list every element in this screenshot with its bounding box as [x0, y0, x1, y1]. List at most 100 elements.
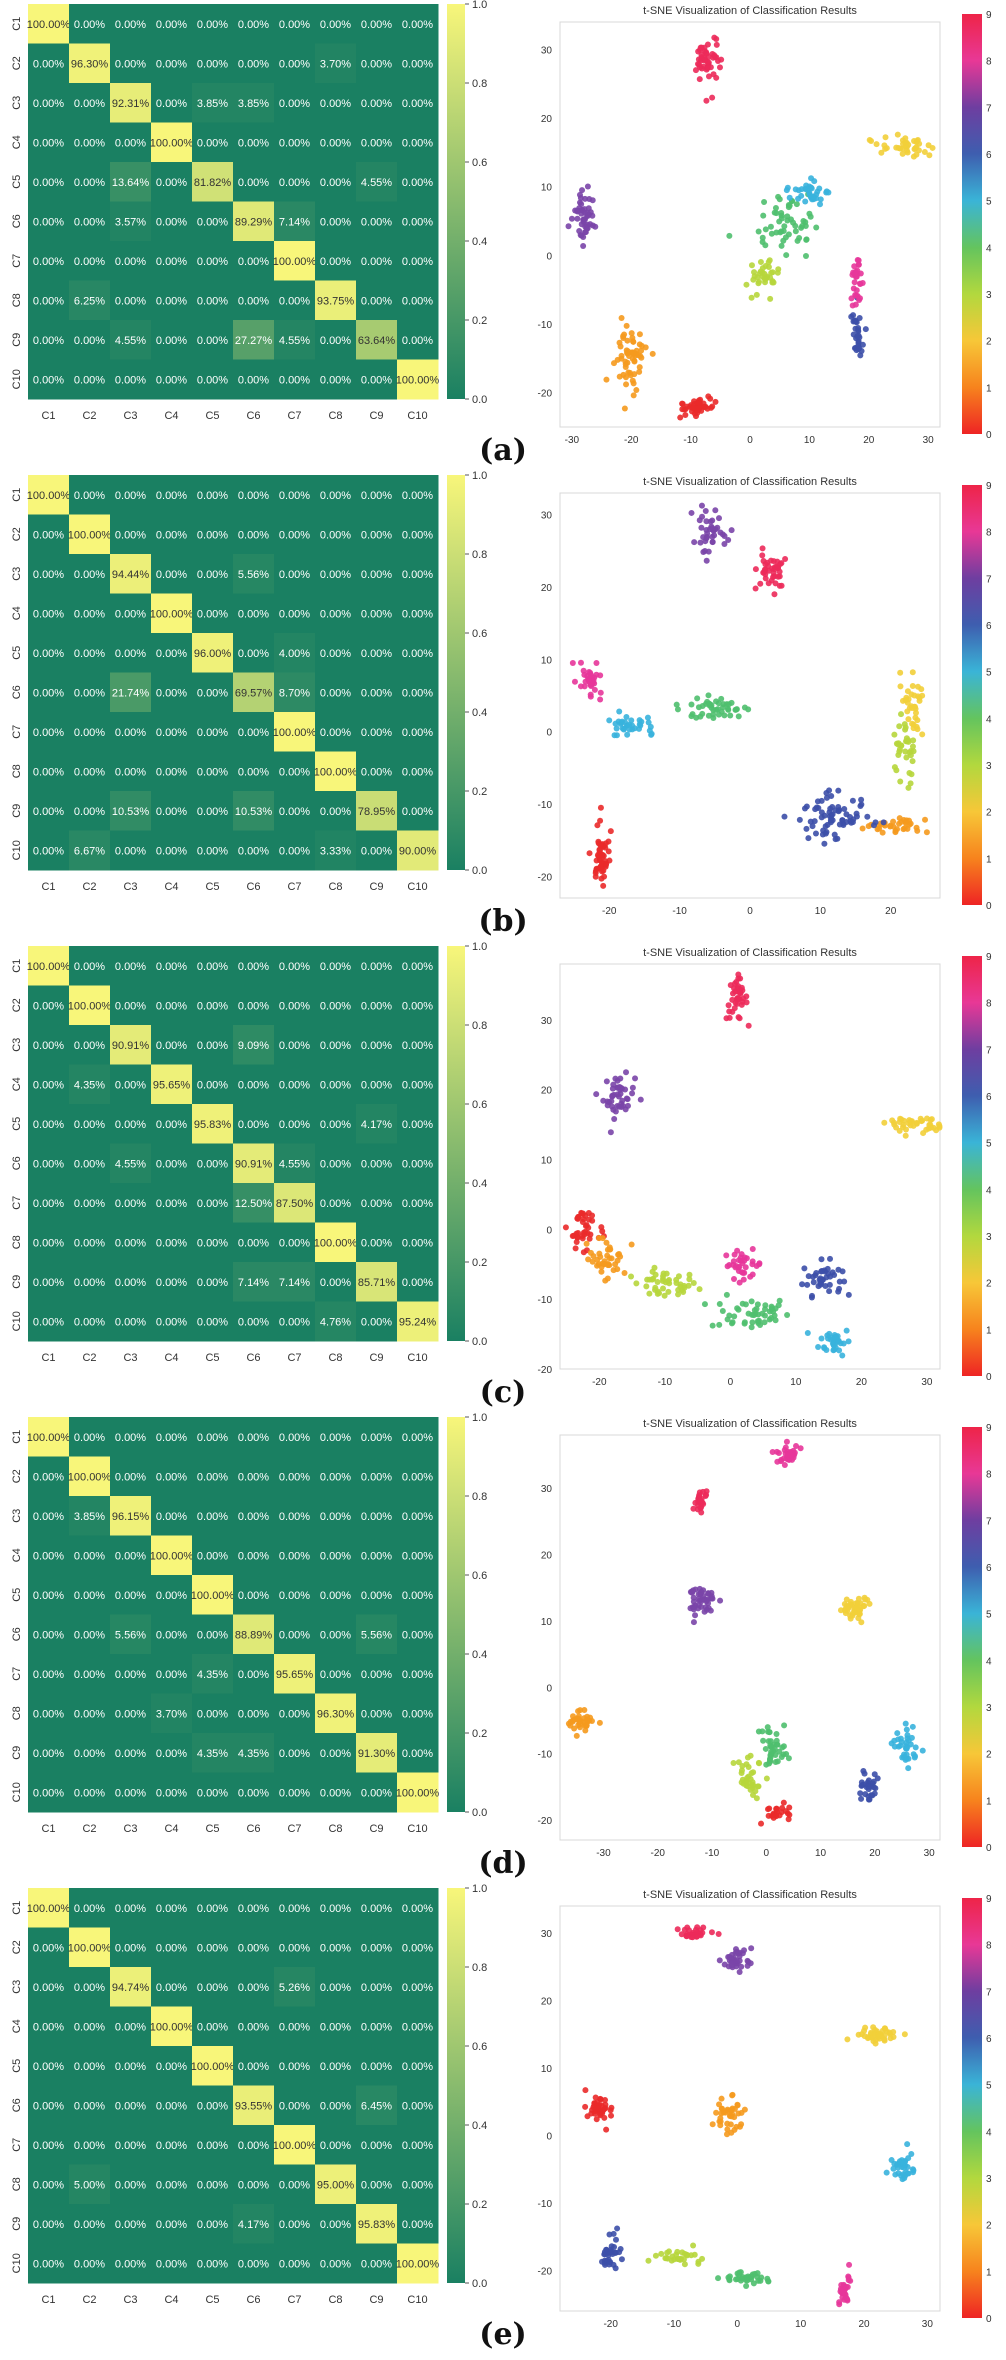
scatter-point [725, 705, 732, 712]
scatter-point [726, 1312, 733, 1319]
heatmap-cell-label: 0.00% [156, 2100, 187, 2112]
heatmap-cell [110, 791, 152, 831]
scatter-point [715, 1931, 722, 1938]
scatter-point [712, 507, 719, 514]
heatmap-cell [233, 1967, 275, 2007]
col-tick-label: C8 [328, 1823, 342, 1835]
scatter-point [636, 717, 643, 724]
scatter-point [926, 152, 933, 159]
heatmap-cell [356, 791, 398, 831]
heatmap-cell-label: 100.00% [314, 1237, 358, 1249]
scatter-point [609, 1093, 616, 1100]
heatmap-cell-label: 0.00% [156, 961, 187, 973]
scatter-point [896, 748, 903, 755]
heatmap-cell [69, 1183, 111, 1223]
col-tick-label: C5 [205, 410, 219, 422]
heatmap-cell-label: 0.00% [33, 137, 64, 149]
heatmap-cell [397, 280, 439, 321]
heatmap-cell-label: 0.00% [279, 490, 310, 502]
scatter-point [818, 1335, 825, 1342]
scatter-point [597, 817, 604, 824]
heatmap-cell-label: 0.00% [238, 58, 269, 70]
heatmap-cell [233, 1104, 275, 1144]
heatmap-cell [110, 985, 152, 1026]
y-tick-label: 30 [541, 1484, 553, 1495]
scatter-point [766, 1757, 773, 1764]
heatmap-cell-label: 100.00% [396, 1787, 440, 1799]
scatter-point [585, 1256, 592, 1263]
heatmap-cell-label: 0.00% [115, 1590, 146, 1602]
heatmap-cell [274, 2204, 316, 2244]
scatter-point [887, 2030, 894, 2037]
heatmap-cell-label: 0.00% [279, 1550, 310, 1562]
scatter-point [626, 721, 633, 728]
scatter-point [758, 1820, 765, 1827]
heatmap-cell [110, 1456, 152, 1497]
scatter-point [918, 1118, 925, 1125]
heatmap-cell-label: 21.74% [112, 687, 150, 699]
scatter-point [668, 2257, 675, 2264]
scatter-point [762, 279, 769, 286]
heatmap-cell [192, 1654, 234, 1694]
heatmap-cell-label: 0.00% [156, 806, 187, 818]
heatmap-cell [315, 1967, 357, 2007]
heatmap-cell [397, 359, 439, 400]
row-tick-label: C2 [11, 1940, 23, 1954]
scatter-point [923, 829, 930, 836]
heatmap-cell [233, 514, 275, 555]
scatter-point [903, 754, 910, 761]
scatter-point [755, 228, 762, 235]
scatter-point [707, 1607, 714, 1614]
heatmap-cell-label: 0.00% [115, 648, 146, 660]
heatmap-cell-label: 100.00% [273, 727, 317, 739]
heatmap-cell [274, 241, 316, 281]
tsne-colorbar [962, 956, 982, 1376]
heatmap-cell-label: 0.00% [402, 19, 433, 31]
row-tick-label: C3 [11, 1038, 23, 1052]
scatter-point [613, 725, 620, 732]
heatmap-cell-label: 0.00% [156, 1316, 187, 1328]
heatmap-cell-label: 0.00% [320, 727, 351, 739]
heatmap-cell-label: 78.95% [358, 806, 396, 818]
scatter-point [759, 234, 766, 241]
scatter-point [716, 2101, 723, 2108]
heatmap-cell [192, 751, 234, 792]
heatmap-cell [110, 554, 152, 594]
scatter-point [735, 1950, 742, 1957]
row-tick-label: C5 [11, 646, 23, 660]
colorbar-tick-label: 0.2 [472, 315, 487, 327]
colorbar-tick-label: 0.4 [472, 707, 487, 719]
heatmap-cell [274, 985, 316, 1026]
colorbar-tick-label: 8 [986, 999, 992, 1010]
scatter-point [752, 1788, 759, 1795]
scatter-point [765, 2278, 772, 2285]
heatmap-cell [69, 2085, 111, 2126]
heatmap-cell [192, 2204, 234, 2244]
heatmap-cell [110, 1733, 152, 1773]
heatmap-cell-label: 4.17% [238, 2219, 269, 2231]
scatter-point [718, 2105, 725, 2112]
heatmap-cell-label: 0.00% [115, 2021, 146, 2033]
scatter-point [709, 94, 716, 101]
scatter-point [576, 228, 583, 235]
heatmap-cell [233, 241, 275, 281]
heatmap-cell-label: 4.55% [279, 335, 310, 347]
scatter-point [717, 2118, 724, 2125]
colorbar-tick-label: 5 [986, 1610, 992, 1621]
scatter-point [827, 805, 834, 812]
heatmap-cell-label: 0.00% [361, 1982, 392, 1994]
x-tick-label: 10 [804, 435, 816, 446]
y-tick-label: -20 [538, 872, 553, 883]
cluster-6 [781, 787, 887, 847]
heatmap-cell-label: 0.00% [197, 687, 228, 699]
heatmap-cell-label: 0.00% [115, 608, 146, 620]
cluster-0 [562, 1209, 607, 1256]
scatter-point [596, 1235, 603, 1242]
scatter-point [718, 695, 725, 702]
heatmap-cell [315, 2204, 357, 2244]
x-tick-label: 0 [747, 906, 753, 917]
scatter-point [902, 135, 909, 142]
scatter-point [592, 223, 599, 230]
heatmap-cell-label: 0.00% [361, 608, 392, 620]
scatter-point [725, 1002, 732, 1009]
